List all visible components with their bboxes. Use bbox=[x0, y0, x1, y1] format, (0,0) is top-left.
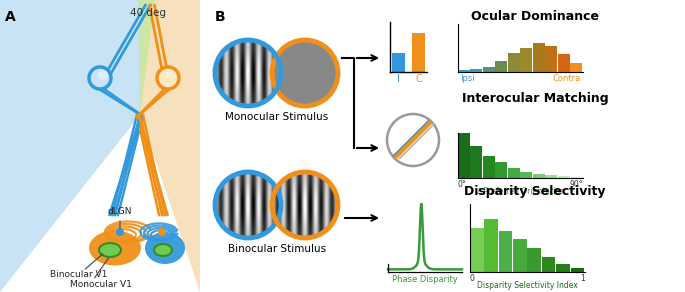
Text: Ipsi: Ipsi bbox=[460, 74, 475, 83]
Circle shape bbox=[98, 70, 108, 80]
Circle shape bbox=[116, 228, 124, 236]
Bar bbox=[483, 67, 495, 72]
Text: Monocular V1: Monocular V1 bbox=[70, 280, 132, 289]
Bar bbox=[571, 177, 582, 178]
Bar bbox=[556, 264, 570, 272]
Bar bbox=[412, 33, 425, 72]
Bar bbox=[521, 48, 532, 72]
Bar bbox=[484, 219, 498, 272]
Bar bbox=[571, 63, 582, 72]
Text: ∆ Preferred Orientation: ∆ Preferred Orientation bbox=[476, 187, 565, 196]
Text: Interocular Matching: Interocular Matching bbox=[462, 92, 608, 105]
Text: A: A bbox=[5, 10, 16, 24]
Bar bbox=[495, 61, 508, 72]
Circle shape bbox=[89, 67, 111, 89]
Text: 1: 1 bbox=[580, 274, 585, 283]
Text: 0°: 0° bbox=[458, 180, 466, 189]
Bar bbox=[471, 146, 482, 178]
Bar bbox=[558, 176, 570, 178]
Text: Ocular Dominance: Ocular Dominance bbox=[471, 10, 599, 23]
Ellipse shape bbox=[99, 243, 121, 257]
Bar bbox=[533, 43, 545, 72]
Text: 0: 0 bbox=[470, 274, 475, 283]
Bar bbox=[392, 53, 405, 72]
Text: C: C bbox=[415, 74, 422, 84]
Circle shape bbox=[166, 70, 176, 80]
Text: Monocular Stimulus: Monocular Stimulus bbox=[225, 112, 329, 122]
Text: Phase Disparity: Phase Disparity bbox=[392, 275, 458, 284]
Bar bbox=[470, 228, 484, 272]
Circle shape bbox=[157, 67, 179, 89]
Bar bbox=[471, 69, 482, 72]
Bar bbox=[495, 162, 508, 178]
Bar bbox=[542, 257, 556, 272]
Bar bbox=[545, 46, 558, 72]
Bar bbox=[545, 175, 558, 178]
Text: Disparity Selectivity Index: Disparity Selectivity Index bbox=[477, 281, 578, 290]
Text: B: B bbox=[215, 10, 225, 24]
Polygon shape bbox=[138, 0, 155, 115]
Bar bbox=[508, 53, 520, 72]
Text: Binocular V1: Binocular V1 bbox=[50, 270, 108, 279]
Ellipse shape bbox=[145, 232, 185, 264]
Bar bbox=[458, 133, 470, 178]
Bar bbox=[527, 248, 541, 272]
Circle shape bbox=[158, 228, 166, 236]
Text: Disparity Selectivity: Disparity Selectivity bbox=[464, 185, 606, 198]
Text: Binocular Stimulus: Binocular Stimulus bbox=[228, 244, 326, 254]
Bar bbox=[558, 54, 570, 72]
Bar bbox=[499, 231, 512, 272]
Text: I: I bbox=[397, 74, 400, 84]
Bar bbox=[458, 70, 470, 72]
Bar bbox=[483, 156, 495, 178]
Ellipse shape bbox=[89, 230, 141, 265]
Text: dLGN: dLGN bbox=[108, 207, 132, 216]
Text: 40 deg: 40 deg bbox=[130, 8, 166, 18]
Text: 90°: 90° bbox=[569, 180, 583, 189]
Circle shape bbox=[387, 114, 439, 166]
Text: Contra: Contra bbox=[553, 74, 581, 83]
Bar bbox=[521, 172, 532, 178]
Polygon shape bbox=[0, 0, 145, 292]
Bar bbox=[508, 168, 520, 178]
Circle shape bbox=[272, 40, 338, 106]
Polygon shape bbox=[140, 0, 200, 292]
Bar bbox=[571, 268, 584, 272]
Bar bbox=[513, 239, 527, 272]
Bar bbox=[533, 174, 545, 178]
Ellipse shape bbox=[154, 244, 172, 256]
